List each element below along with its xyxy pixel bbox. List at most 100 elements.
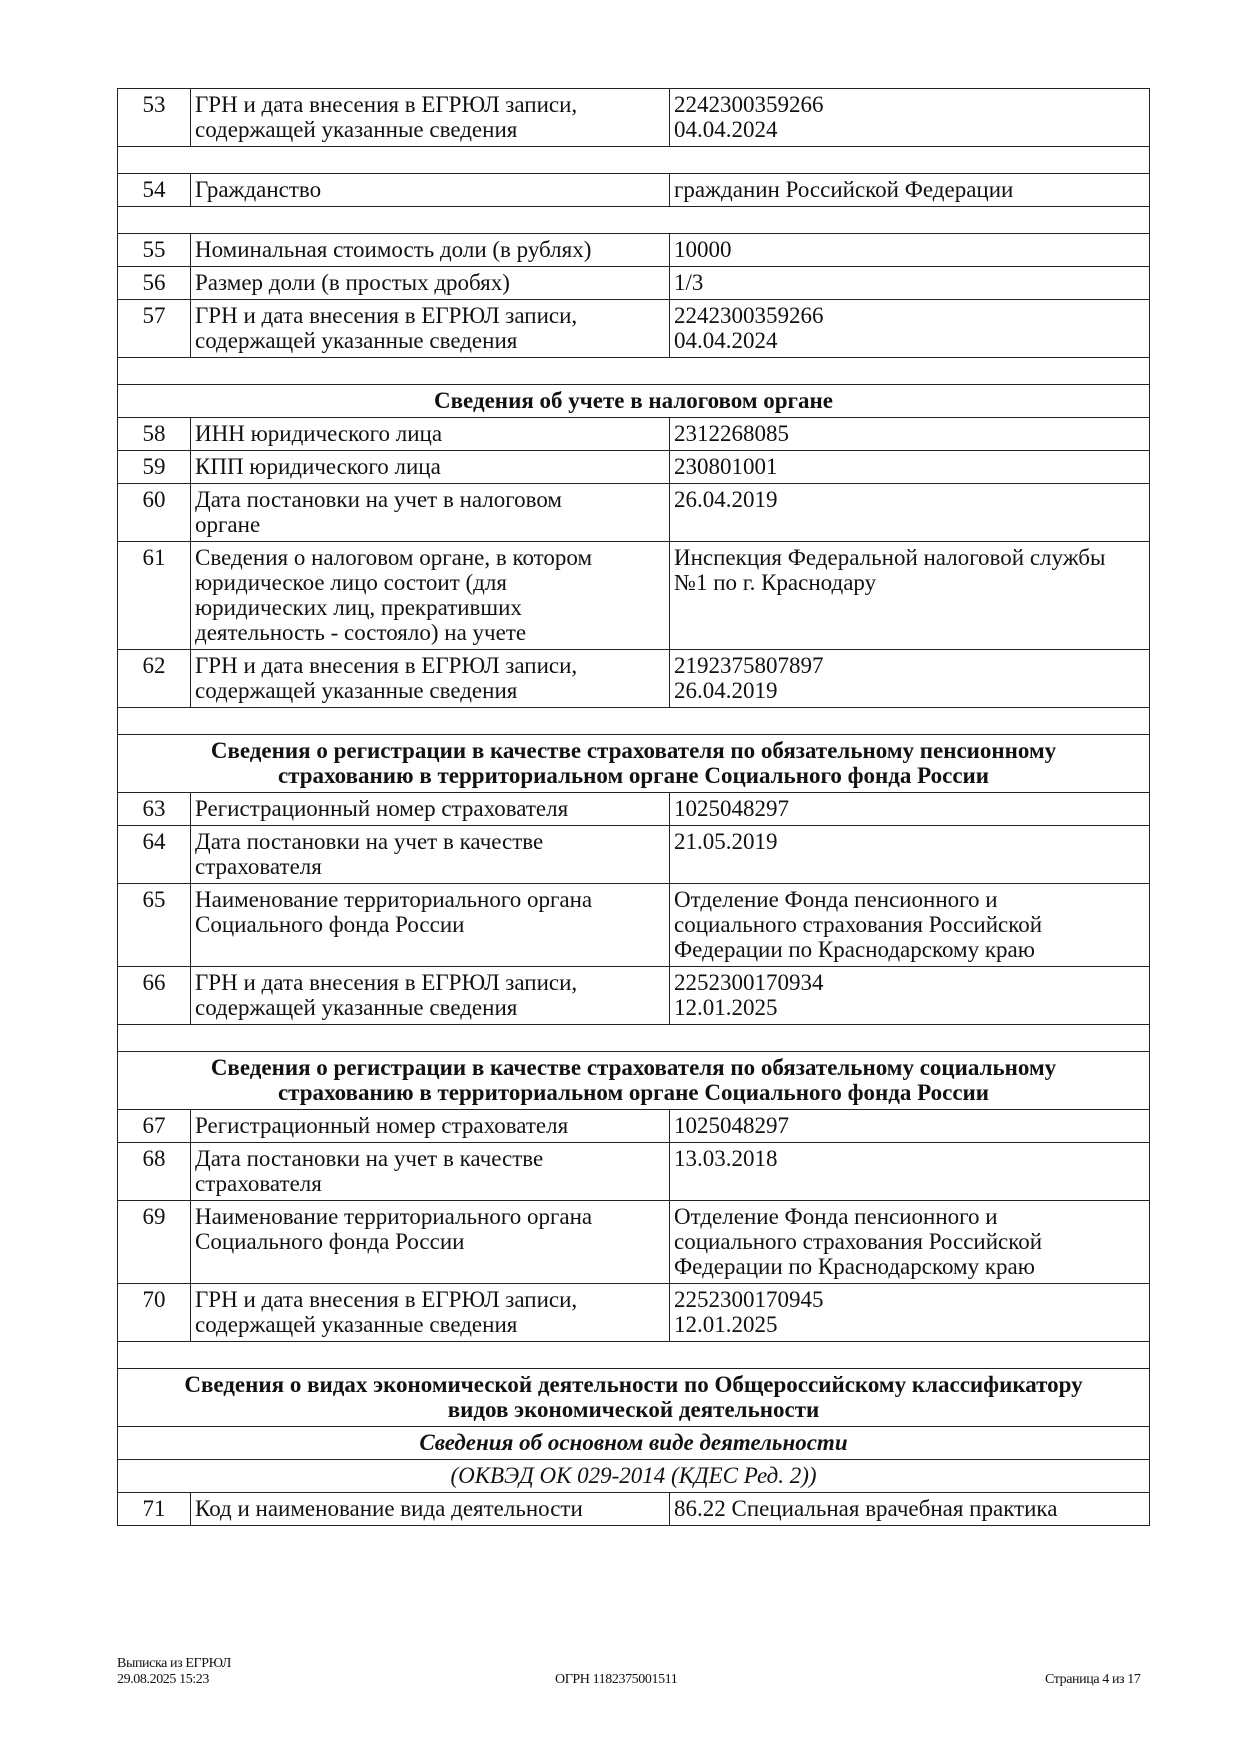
row-value: 2242300359266 04.04.2024 [669,299,1150,358]
row-number: 57 [117,299,191,358]
row-value: 2192375807897 26.04.2019 [669,649,1150,708]
row-label: Код и наименование вида деятельности [190,1492,670,1526]
blank-separator-row [117,146,1150,174]
row-value: гражданин Российской Федерации [669,173,1150,207]
row-label: Регистрационный номер страхователя [190,1109,670,1143]
table-row: 62 ГРН и дата внесения в ЕГРЮЛ записи, со… [117,649,1150,708]
row-number: 65 [117,883,191,967]
footer-datetime: 29.08.2025 15:23 [117,1672,209,1687]
footer-left: Выписка из ЕГРЮЛ 29.08.2025 15:23 [117,1656,231,1688]
section-header-row: Сведения о видах экономической деятельно… [117,1368,1150,1427]
table-row: 58 ИНН юридического лица 2312268085 [117,417,1150,451]
row-value: 26.04.2019 [669,483,1150,542]
row-value: 13.03.2018 [669,1142,1150,1201]
row-number: 60 [117,483,191,542]
table-row: 69 Наименование территориального органа С… [117,1200,1150,1284]
row-number: 54 [117,173,191,207]
row-value: Отделение Фонда пенсионного и социальног… [669,1200,1150,1284]
row-value: 2312268085 [669,417,1150,451]
table-row: 63 Регистрационный номер страхователя 1025… [117,792,1150,826]
table-row: 55 Номинальная стоимость доли (в рублях) 1… [117,233,1150,267]
egrul-table: 53 ГРН и дата внесения в ЕГРЮЛ записи, со… [117,88,1150,1526]
blank-cell [117,146,1150,174]
table-row: 61 Сведения о налоговом органе, в котором… [117,541,1150,650]
row-label: Номинальная стоимость доли (в рублях) [190,233,670,267]
footer-ogrn: ОГРН 1182375001511 [555,1672,678,1687]
row-label: ГРН и дата внесения в ЕГРЮЛ записи, соде… [190,299,670,358]
row-label: ИНН юридического лица [190,417,670,451]
section-title: Сведения о видах экономической деятельно… [117,1368,1150,1427]
footer-page-number: Страница 4 из 17 [1045,1672,1141,1687]
blank-cell [117,206,1150,234]
row-value: 1/3 [669,266,1150,300]
blank-cell [117,707,1150,735]
section-title: Сведения об учете в налоговом органе [117,384,1150,418]
section-header-row: Сведения об учете в налоговом органе [117,384,1150,418]
subsection-header-row: (ОКВЭД ОК 029-2014 (КДЕС Ред. 2)) [117,1459,1150,1493]
table-row: 57 ГРН и дата внесения в ЕГРЮЛ записи, со… [117,299,1150,358]
blank-separator-row [117,707,1150,735]
row-value: 21.05.2019 [669,825,1150,884]
row-number: 66 [117,966,191,1025]
table-row: 66 ГРН и дата внесения в ЕГРЮЛ записи, со… [117,966,1150,1025]
row-number: 64 [117,825,191,884]
row-value: Инспекция Федеральной налоговой службы №… [669,541,1150,650]
row-number: 70 [117,1283,191,1342]
table-row: 54 Гражданство гражданин Российской Федера… [117,173,1150,207]
row-number: 68 [117,1142,191,1201]
blank-cell [117,1341,1150,1369]
footer-doc-title: Выписка из ЕГРЮЛ [117,1656,231,1671]
row-number: 69 [117,1200,191,1284]
row-number: 61 [117,541,191,650]
blank-separator-row [117,357,1150,385]
table-row: 70 ГРН и дата внесения в ЕГРЮЛ записи, со… [117,1283,1150,1342]
row-label: Дата постановки на учет в налоговом орга… [190,483,670,542]
blank-cell [117,1024,1150,1052]
table-row: 68 Дата постановки на учет в качестве стр… [117,1142,1150,1201]
table-row: 59 КПП юридического лица 230801001 [117,450,1150,484]
row-label: ГРН и дата внесения в ЕГРЮЛ записи, соде… [190,1283,670,1342]
table-row: 65 Наименование территориального органа С… [117,883,1150,967]
row-value: 1025048297 [669,1109,1150,1143]
row-label: Наименование территориального органа Соц… [190,883,670,967]
blank-separator-row [117,206,1150,234]
section-title: Сведения о регистрации в качестве страхо… [117,1051,1150,1110]
row-label: Сведения о налоговом органе, в котором ю… [190,541,670,650]
row-label: КПП юридического лица [190,450,670,484]
row-label: Регистрационный номер страхователя [190,792,670,826]
row-number: 55 [117,233,191,267]
row-value: 2252300170934 12.01.2025 [669,966,1150,1025]
row-label: Дата постановки на учет в качестве страх… [190,825,670,884]
row-label: ГРН и дата внесения в ЕГРЮЛ записи, соде… [190,649,670,708]
table-row: 64 Дата постановки на учет в качестве стр… [117,825,1150,884]
row-label: Гражданство [190,173,670,207]
table-row: 67 Регистрационный номер страхователя 1025… [117,1109,1150,1143]
blank-separator-row [117,1341,1150,1369]
table-row: 53 ГРН и дата внесения в ЕГРЮЛ записи, со… [117,88,1150,147]
row-value: Отделение Фонда пенсионного и социальног… [669,883,1150,967]
row-label: ГРН и дата внесения в ЕГРЮЛ записи, соде… [190,88,670,147]
row-value: 2242300359266 04.04.2024 [669,88,1150,147]
section-header-row: Сведения о регистрации в качестве страхо… [117,734,1150,793]
subsection-title: Сведения об основном виде деятельности [117,1426,1150,1460]
table-row: 60 Дата постановки на учет в налоговом ор… [117,483,1150,542]
row-number: 53 [117,88,191,147]
row-number: 58 [117,417,191,451]
table-row: 56 Размер доли (в простых дробях) 1/3 [117,266,1150,300]
row-label: Размер доли (в простых дробях) [190,266,670,300]
blank-separator-row [117,1024,1150,1052]
row-number: 67 [117,1109,191,1143]
blank-cell [117,357,1150,385]
row-number: 56 [117,266,191,300]
row-number: 59 [117,450,191,484]
table-row: 71 Код и наименование вида деятельности 86… [117,1492,1150,1526]
row-value: 86.22 Специальная врачебная практика [669,1492,1150,1526]
subsection-header-row: Сведения об основном виде деятельности [117,1426,1150,1460]
section-title: Сведения о регистрации в качестве страхо… [117,734,1150,793]
row-number: 71 [117,1492,191,1526]
row-label: Наименование территориального органа Соц… [190,1200,670,1284]
row-value: 230801001 [669,450,1150,484]
row-label: ГРН и дата внесения в ЕГРЮЛ записи, соде… [190,966,670,1025]
row-number: 63 [117,792,191,826]
row-value: 10000 [669,233,1150,267]
